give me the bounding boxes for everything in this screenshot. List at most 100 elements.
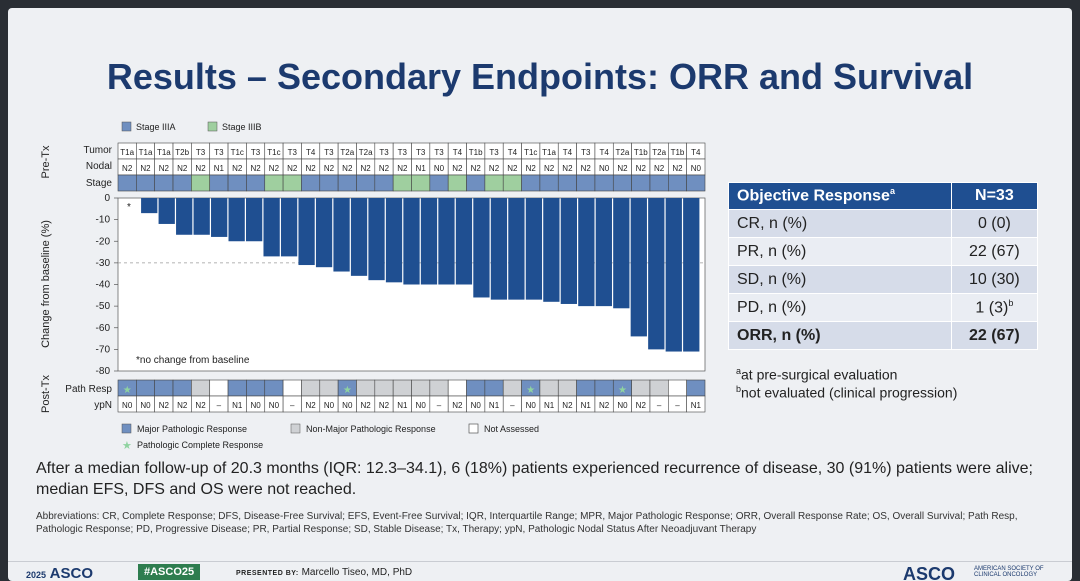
tumor-value: T2a	[652, 148, 666, 157]
nodal-value: N2	[654, 164, 665, 173]
row-label-path-resp: Path Resp	[65, 384, 112, 395]
legend-non-major-label: Non-Major Pathologic Response	[306, 424, 436, 434]
asco-logo-right: ASCO	[903, 564, 956, 581]
stage-cell	[668, 174, 687, 192]
ypn-value: –	[675, 401, 680, 410]
nodal-value: N0	[434, 164, 445, 173]
stage-cell	[392, 174, 412, 192]
no-change-asterisk: *	[127, 202, 131, 213]
pcr-star-icon: ★	[618, 385, 627, 396]
bar	[420, 198, 438, 285]
bar	[368, 198, 385, 281]
path-resp-cell	[374, 379, 394, 397]
nodal-value: N2	[617, 164, 628, 173]
tumor-value: T1a	[120, 148, 134, 157]
pcr-star-icon: ★	[343, 385, 352, 396]
pre-tx-label: Pre-Tx	[40, 145, 52, 179]
ypn-value: –	[657, 401, 662, 410]
ypn-value: N0	[526, 401, 537, 410]
footnote-b: bnot evaluated (clinical progression)	[736, 384, 958, 401]
stage-cell	[649, 174, 669, 192]
bar	[350, 198, 368, 276]
presenter: PRESENTED BY: Marcello Tiseo, MD, PhD	[236, 567, 413, 578]
stage-cell	[282, 174, 302, 192]
nodal-value: N2	[581, 164, 592, 173]
ypn-value: –	[437, 401, 442, 410]
legend-iiia-swatch	[121, 121, 132, 132]
path-resp-cell	[631, 379, 651, 397]
path-resp-cell	[649, 379, 669, 397]
y-tick-label: -70	[96, 344, 111, 355]
nodal-value: N2	[452, 164, 463, 173]
bar	[613, 198, 630, 309]
nodal-value: N2	[489, 164, 500, 173]
footer-bar: 2025 ASCO #ASCO25 PRESENTED BY: Marcello…	[8, 561, 1072, 581]
nodal-value: N0	[691, 164, 702, 173]
bar	[578, 198, 595, 307]
tumor-value: T2a	[616, 148, 630, 157]
bar	[543, 198, 560, 302]
ypn-cell	[686, 395, 706, 413]
nodal-value: N2	[562, 164, 573, 173]
y-tick-label: -10	[96, 215, 111, 226]
stage-cell	[172, 174, 192, 192]
bar	[683, 198, 700, 352]
nodal-value: N2	[232, 164, 243, 173]
path-resp-cell	[429, 379, 449, 397]
tumor-value: T1c	[524, 148, 537, 157]
objective-response-table: Objective Responsea N=33 CR, n (%) 0 (0)…	[728, 182, 1039, 350]
nodal-value: N2	[544, 164, 555, 173]
stage-cell	[612, 174, 632, 192]
bar	[176, 198, 193, 235]
stage-cell	[631, 174, 651, 192]
nodal-value: N2	[361, 164, 372, 173]
tumor-value: T4	[691, 148, 701, 157]
tumor-value: T4	[453, 148, 463, 157]
path-resp-cell	[466, 379, 486, 397]
nodal-value: N2	[140, 164, 151, 173]
stage-cell	[136, 174, 155, 192]
ypn-value: N2	[159, 401, 170, 410]
stage-cell	[337, 174, 357, 192]
nodal-value: N2	[379, 164, 390, 173]
tumor-value: T3	[324, 148, 334, 157]
y-tick-label: -20	[96, 236, 111, 247]
path-resp-cell	[282, 379, 302, 397]
hashtag-badge: #ASCO25	[138, 564, 201, 580]
bar	[525, 198, 543, 300]
stage-cell	[686, 174, 706, 192]
ypn-value: N1	[489, 401, 500, 410]
path-resp-cell	[594, 379, 614, 397]
tumor-value: T4	[563, 148, 573, 157]
legend-major-swatch	[121, 423, 132, 434]
ypn-value: N2	[379, 401, 390, 410]
stage-cell	[576, 174, 596, 192]
bar	[385, 198, 403, 283]
stage-cell	[594, 174, 614, 192]
row-label: PD, n (%)	[728, 293, 952, 322]
nodal-value: N2	[287, 164, 298, 173]
tumor-value: T1b	[634, 148, 648, 157]
path-resp-cell	[136, 379, 155, 397]
stage-cell	[227, 174, 247, 192]
legend-pcr-label: Pathologic Complete Response	[137, 440, 263, 450]
stage-cell	[319, 174, 339, 192]
tumor-value: T4	[306, 148, 316, 157]
ypn-value: N2	[452, 401, 463, 410]
tumor-value: T3	[489, 148, 499, 157]
stage-cell	[429, 174, 449, 192]
ypn-value: N0	[250, 401, 261, 410]
ypn-value: N2	[636, 401, 647, 410]
tumor-value: T4	[599, 148, 609, 157]
post-tx-label: Post-Tx	[40, 375, 52, 413]
tumor-value: T1a	[157, 148, 171, 157]
ypn-value: N0	[140, 401, 151, 410]
tumor-value: T3	[581, 148, 591, 157]
path-resp-cell	[392, 379, 412, 397]
ypn-value: N2	[195, 401, 206, 410]
row-value: 1 (3)b	[950, 293, 1039, 322]
ypn-value: N0	[122, 401, 133, 410]
stage-cell	[301, 174, 321, 192]
path-resp-cell	[227, 379, 247, 397]
pcr-star-icon: ★	[526, 385, 535, 396]
